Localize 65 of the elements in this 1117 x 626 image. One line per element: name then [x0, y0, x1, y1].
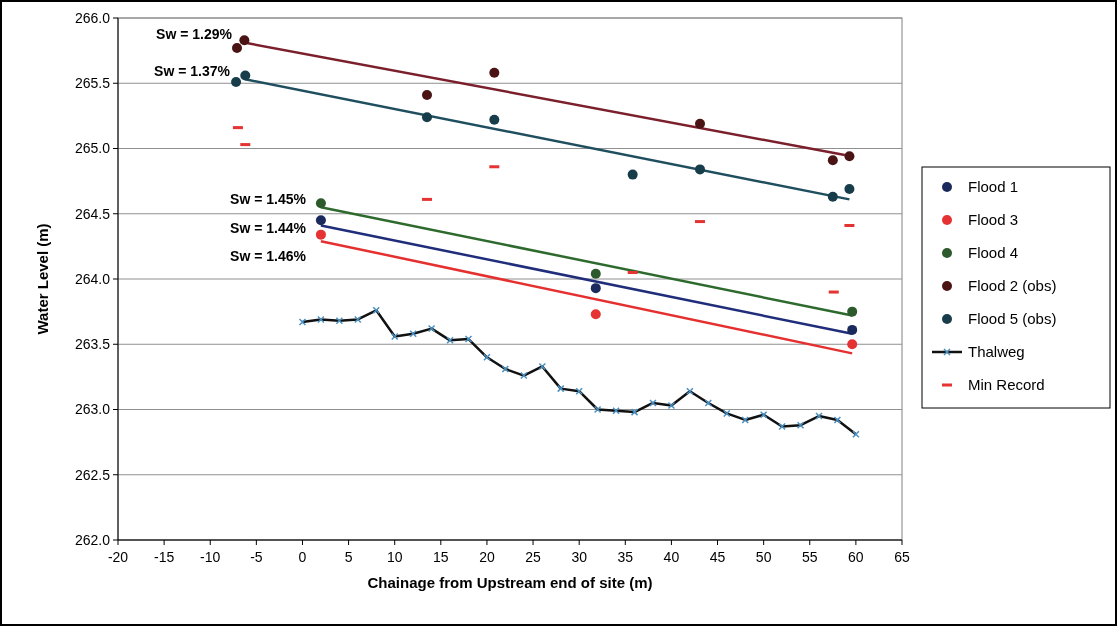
point — [590, 268, 601, 279]
y-tick-label: 262.5 — [74, 466, 111, 483]
point — [695, 164, 706, 175]
x-tick-label: -15 — [154, 549, 175, 565]
legend-label: Thalweg — [968, 343, 1025, 361]
x-tick-label: 0 — [298, 549, 307, 565]
point — [844, 183, 855, 194]
point — [231, 76, 242, 87]
annotation: Sw = 1.44% — [230, 219, 307, 236]
legend-label: Flood 1 — [968, 178, 1019, 196]
point — [827, 155, 838, 166]
x-tick-label: 25 — [525, 549, 542, 565]
y-tick-label: 264.0 — [74, 270, 111, 287]
y-tick-label: 263.5 — [74, 336, 111, 353]
x-tick-label: 50 — [755, 549, 772, 565]
legend-label: Flood 5 (obs) — [968, 310, 1057, 328]
x-tick-label: 35 — [617, 549, 634, 565]
y-tick-label: 263.0 — [74, 401, 111, 418]
x-tick-label: 30 — [571, 549, 588, 565]
x-tick-label: 20 — [479, 549, 495, 565]
x-tick-label: 55 — [801, 549, 818, 565]
y-tick-label: 262.0 — [74, 531, 111, 548]
x-axis-title: Chainage from Upstream end of site (m) — [367, 574, 653, 591]
point — [844, 151, 855, 162]
y-tick-label: 264.5 — [74, 205, 111, 222]
annotation: Sw = 1.46% — [230, 247, 307, 264]
x-tick-label: -20 — [107, 549, 129, 565]
point — [231, 43, 242, 54]
point — [315, 198, 326, 209]
point — [240, 70, 251, 81]
y-tick-label: 265.5 — [74, 75, 111, 92]
y-axis-title: Water Level (m) — [34, 223, 51, 335]
x-tick-label: 40 — [663, 549, 680, 565]
legend-label: Min Record — [968, 376, 1045, 394]
point — [421, 90, 432, 100]
x-tick-label: 45 — [709, 549, 726, 565]
x-tick-label: -5 — [250, 549, 263, 565]
x-tick-label: 15 — [433, 549, 449, 565]
x-tick-label: -10 — [200, 549, 221, 565]
point — [489, 114, 500, 125]
point — [315, 229, 326, 240]
point — [847, 339, 858, 350]
y-tick-label: 265.0 — [74, 140, 111, 157]
annotation: Sw = 1.45% — [230, 190, 307, 207]
point — [847, 324, 858, 335]
point — [590, 283, 601, 294]
point — [315, 215, 326, 226]
x-tick-label: 10 — [386, 549, 403, 565]
point — [421, 112, 432, 123]
point — [489, 67, 500, 78]
x-tick-label: 5 — [344, 549, 353, 565]
y-tick-label: 266.0 — [74, 9, 111, 26]
point — [695, 118, 706, 129]
x-tick-label: 60 — [848, 549, 864, 565]
point — [239, 35, 250, 46]
point — [627, 169, 638, 180]
annotation: Sw = 1.37% — [154, 62, 231, 79]
annotation: Sw = 1.29% — [156, 25, 233, 42]
point — [847, 306, 858, 317]
legend-label: Flood 2 (obs) — [968, 277, 1057, 295]
legend-label: Flood 3 — [968, 211, 1019, 229]
legend-label: Flood 4 — [968, 244, 1019, 262]
point — [827, 191, 838, 202]
point — [590, 309, 601, 320]
x-tick-label: 65 — [894, 549, 910, 565]
